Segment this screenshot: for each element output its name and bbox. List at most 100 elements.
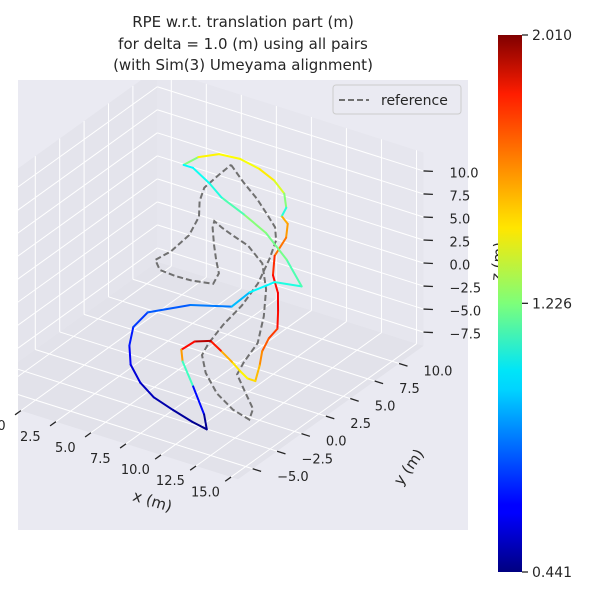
grid-line-z	[157, 247, 424, 333]
legend-reference-label: reference	[381, 93, 448, 109]
x-tick-mark	[84, 432, 92, 438]
grid-lines	[18, 80, 424, 478]
chart-title-line-2: for delta = 1.0 (m) using all pairs	[118, 35, 368, 53]
grid-line-y	[83, 313, 351, 400]
x-tick-label: 10.0	[121, 463, 150, 478]
grid-line-y	[35, 349, 302, 435]
z-tick-label: −2.5	[450, 282, 482, 297]
y-tick-label: 5.0	[375, 400, 396, 415]
y-tick-label: 2.5	[350, 417, 371, 432]
estimate-segment	[172, 409, 194, 423]
x-tick-label: 2.5	[20, 430, 41, 445]
grid-line-z	[18, 247, 158, 349]
grid-line-z	[157, 155, 424, 241]
estimate-segment	[285, 258, 303, 288]
estimate-segment	[193, 339, 212, 343]
estimate-segment	[203, 413, 208, 431]
y-tick-mark	[301, 433, 311, 437]
z-tick-label: 0.0	[450, 259, 471, 274]
estimate-segment	[280, 206, 288, 218]
estimate-segment	[220, 196, 245, 216]
estimate-segment	[128, 344, 132, 366]
estimate-segment	[239, 157, 261, 171]
estimate-segment	[192, 385, 206, 416]
estimate-segment	[128, 326, 135, 347]
estimate-segment	[139, 381, 155, 399]
chart-title-line-3: (with Sim(3) Umeyama alignment)	[113, 56, 373, 74]
estimate-segment	[218, 153, 242, 160]
grid-line-x	[195, 332, 382, 467]
estimate-segment	[230, 360, 242, 373]
chart-title: RPE w.r.t. translation part (m) for delt…	[113, 13, 373, 74]
y-tick-label: 0.0	[326, 435, 347, 450]
colorbar-ticks: 2.010 1.226 0.441	[522, 28, 572, 581]
z-tick-label: 7.5	[450, 189, 471, 204]
grid-line-y	[59, 331, 327, 417]
colorbar-gradient	[498, 35, 522, 572]
grid-line-x	[18, 265, 172, 378]
legend-box	[332, 84, 462, 115]
estimate-segment	[242, 213, 267, 234]
grid-line-x	[125, 310, 312, 445]
z-tick-label: −7.5	[450, 328, 482, 343]
x-tick-label: 0.0	[0, 419, 6, 434]
y-tick-mark	[398, 362, 408, 367]
floor-pane	[18, 261, 424, 480]
grid-line-y	[132, 278, 400, 364]
z-tick-label: 5.0	[450, 213, 471, 228]
grid-line-x	[55, 287, 242, 423]
x-tick-mark	[49, 421, 57, 427]
estimate-segment	[276, 310, 280, 330]
estimate-segment	[132, 311, 149, 329]
x-tick-mark	[189, 465, 197, 471]
back-pane-xz	[157, 80, 424, 346]
grid-line-z	[18, 132, 158, 234]
colorbar: 2.010 1.226 0.441	[498, 28, 572, 581]
x-tick-mark	[119, 443, 127, 449]
grid-line-z	[157, 109, 424, 195]
estimate-segment	[246, 377, 257, 383]
x-tick-label: 15.0	[191, 485, 220, 500]
grid-line-z	[157, 86, 424, 172]
colorbar-tick-label: 0.441	[532, 565, 572, 581]
colorbar-tick-label: 1.226	[532, 296, 572, 312]
grid-line-z	[18, 155, 158, 257]
back-pane-yz	[18, 80, 158, 362]
grid-line-z	[18, 86, 158, 188]
axis-panes	[18, 80, 424, 480]
estimate-segment	[273, 236, 288, 257]
x-tick-label: 12.5	[156, 474, 185, 489]
estimate-segment	[208, 182, 223, 199]
grid-line-z	[157, 201, 424, 287]
estimate-segment	[180, 340, 196, 351]
y-tick-label: −5.0	[277, 470, 309, 485]
estimate-segment	[230, 291, 251, 308]
grid-line-z	[18, 178, 158, 280]
estimate-segment	[129, 363, 142, 384]
legend: reference	[332, 84, 462, 115]
estimate-segment	[267, 327, 279, 340]
estimate-segment	[273, 281, 303, 288]
estimate-segment	[209, 339, 222, 352]
estimate-segment	[254, 364, 261, 383]
estimate-segment	[258, 168, 276, 182]
estimate-segment	[261, 337, 270, 353]
y-tick-label: 10.0	[424, 365, 453, 380]
estimate-segment	[180, 348, 184, 363]
estimate-segment	[285, 222, 289, 239]
estimate-segment	[191, 420, 208, 431]
y-tick-label: 7.5	[399, 382, 420, 397]
estimate-segment	[264, 231, 288, 261]
grid-line-x	[230, 343, 417, 478]
grid-line-y	[18, 394, 253, 470]
reference-trajectory	[154, 164, 278, 422]
x-tick-mark	[224, 476, 232, 482]
grid-line-x	[20, 276, 207, 412]
axis-ticks: −2.50.02.55.07.510.012.515.0−5.0−2.50.02…	[0, 166, 481, 500]
estimate-segment	[219, 349, 233, 363]
chart-title-line-1: RPE w.r.t. translation part (m)	[132, 13, 354, 31]
y-tick-label: −2.5	[302, 452, 334, 467]
grid-line-y	[18, 368, 278, 452]
grid-line-z	[18, 201, 158, 303]
